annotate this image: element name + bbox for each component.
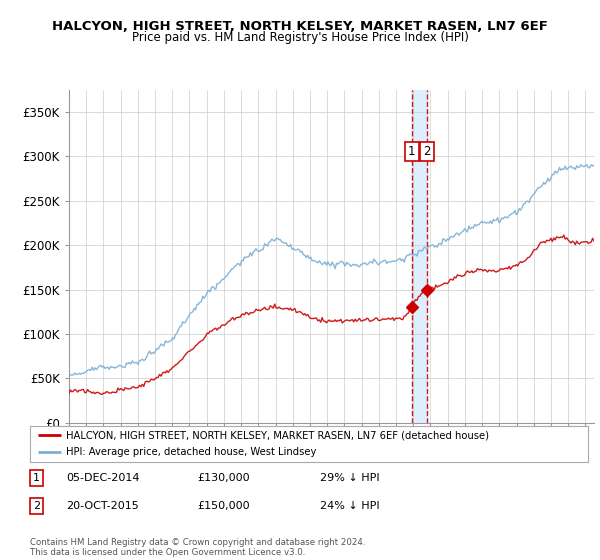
- Text: £150,000: £150,000: [197, 501, 250, 511]
- Text: HPI: Average price, detached house, West Lindsey: HPI: Average price, detached house, West…: [66, 447, 317, 457]
- Text: £130,000: £130,000: [197, 473, 250, 483]
- Text: 05-DEC-2014: 05-DEC-2014: [66, 473, 140, 483]
- Text: 20-OCT-2015: 20-OCT-2015: [66, 501, 139, 511]
- Text: HALCYON, HIGH STREET, NORTH KELSEY, MARKET RASEN, LN7 6EF (detached house): HALCYON, HIGH STREET, NORTH KELSEY, MARK…: [66, 431, 489, 440]
- Text: 2: 2: [33, 501, 40, 511]
- Text: 24% ↓ HPI: 24% ↓ HPI: [320, 501, 380, 511]
- Text: HALCYON, HIGH STREET, NORTH KELSEY, MARKET RASEN, LN7 6EF: HALCYON, HIGH STREET, NORTH KELSEY, MARK…: [52, 20, 548, 32]
- Text: Contains HM Land Registry data © Crown copyright and database right 2024.
This d: Contains HM Land Registry data © Crown c…: [30, 538, 365, 557]
- Bar: [412, 90, 427, 423]
- Text: 1: 1: [33, 473, 40, 483]
- Text: 2: 2: [423, 145, 431, 158]
- Text: 29% ↓ HPI: 29% ↓ HPI: [320, 473, 380, 483]
- Text: 1: 1: [408, 145, 416, 158]
- Text: Price paid vs. HM Land Registry's House Price Index (HPI): Price paid vs. HM Land Registry's House …: [131, 31, 469, 44]
